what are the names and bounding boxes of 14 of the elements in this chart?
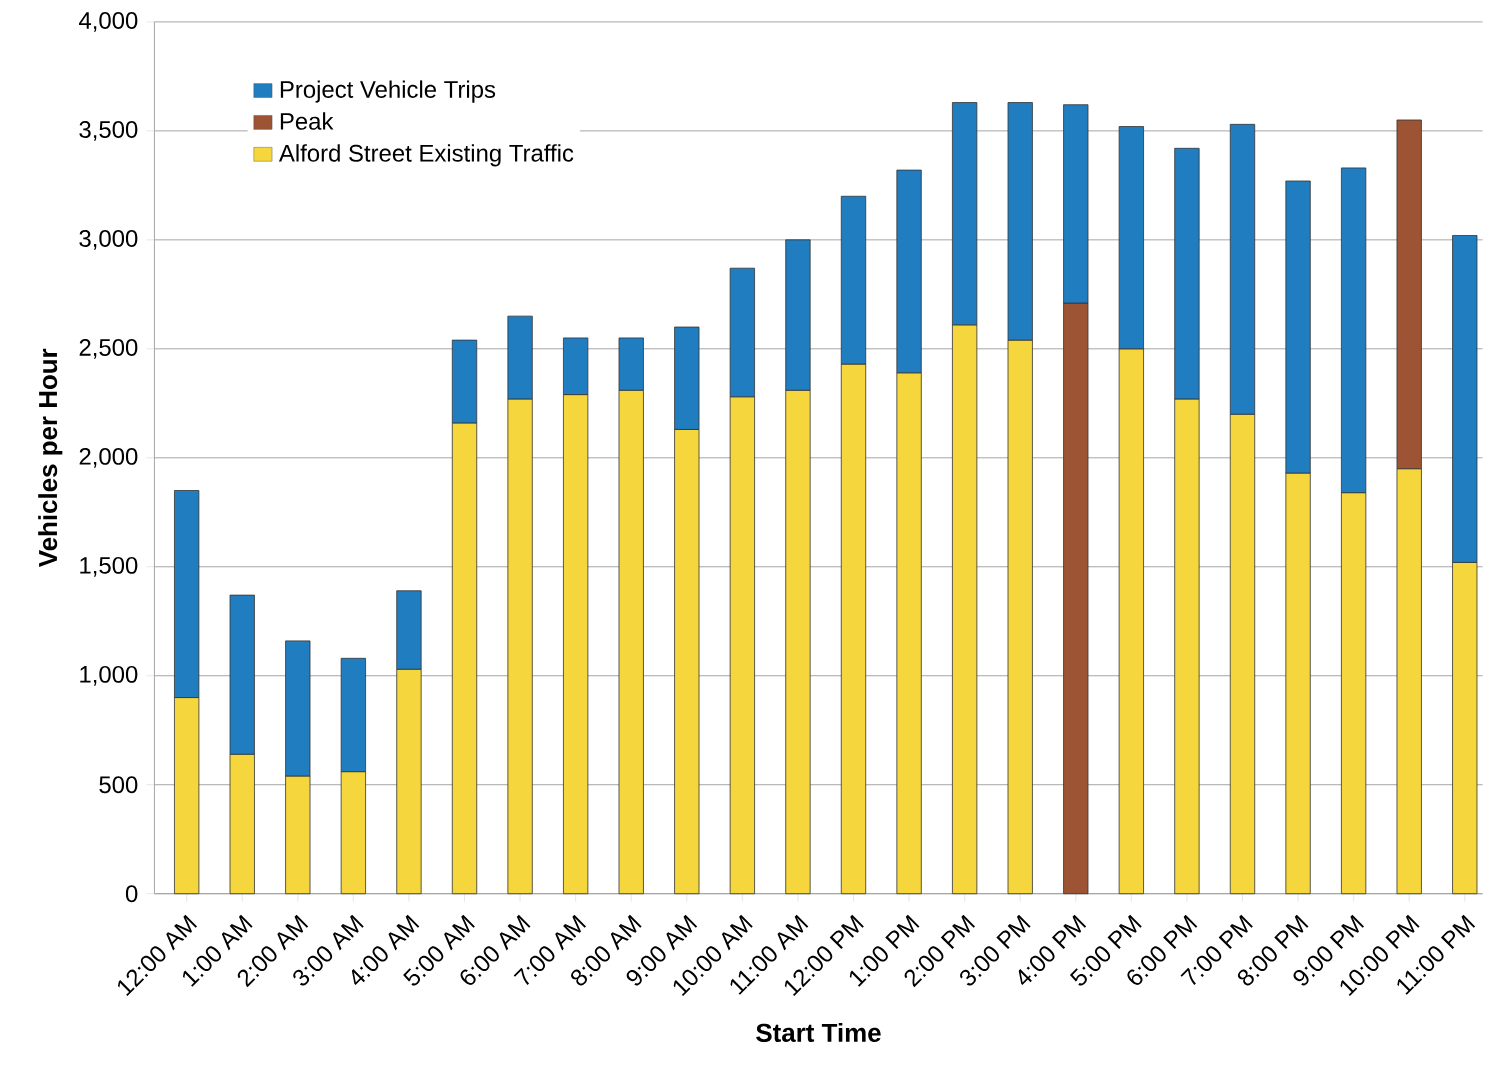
x-axis-title: Start Time [756,1022,881,1042]
y-axis-title: Vehicles per Hour [38,348,63,568]
y-tick-label: 1,000 [80,665,138,686]
legend-label: Alford Street Existing Traffic [278,144,574,167]
y-tick-label: 2,500 [79,338,138,359]
y-tick-label: 4,000 [79,12,138,32]
legend-label: Project Vehicle Trips [280,80,496,103]
y-tick-label: 2,000 [79,447,138,468]
y-tick-label: 1,500 [80,556,138,577]
legend-label: Peak [280,112,334,130]
y-tick-label: 500 [99,776,138,794]
y-tick-label: 0 [125,885,138,903]
y-tick-label: 3,500 [79,120,138,141]
y-tick-label: 3,000 [79,229,138,250]
